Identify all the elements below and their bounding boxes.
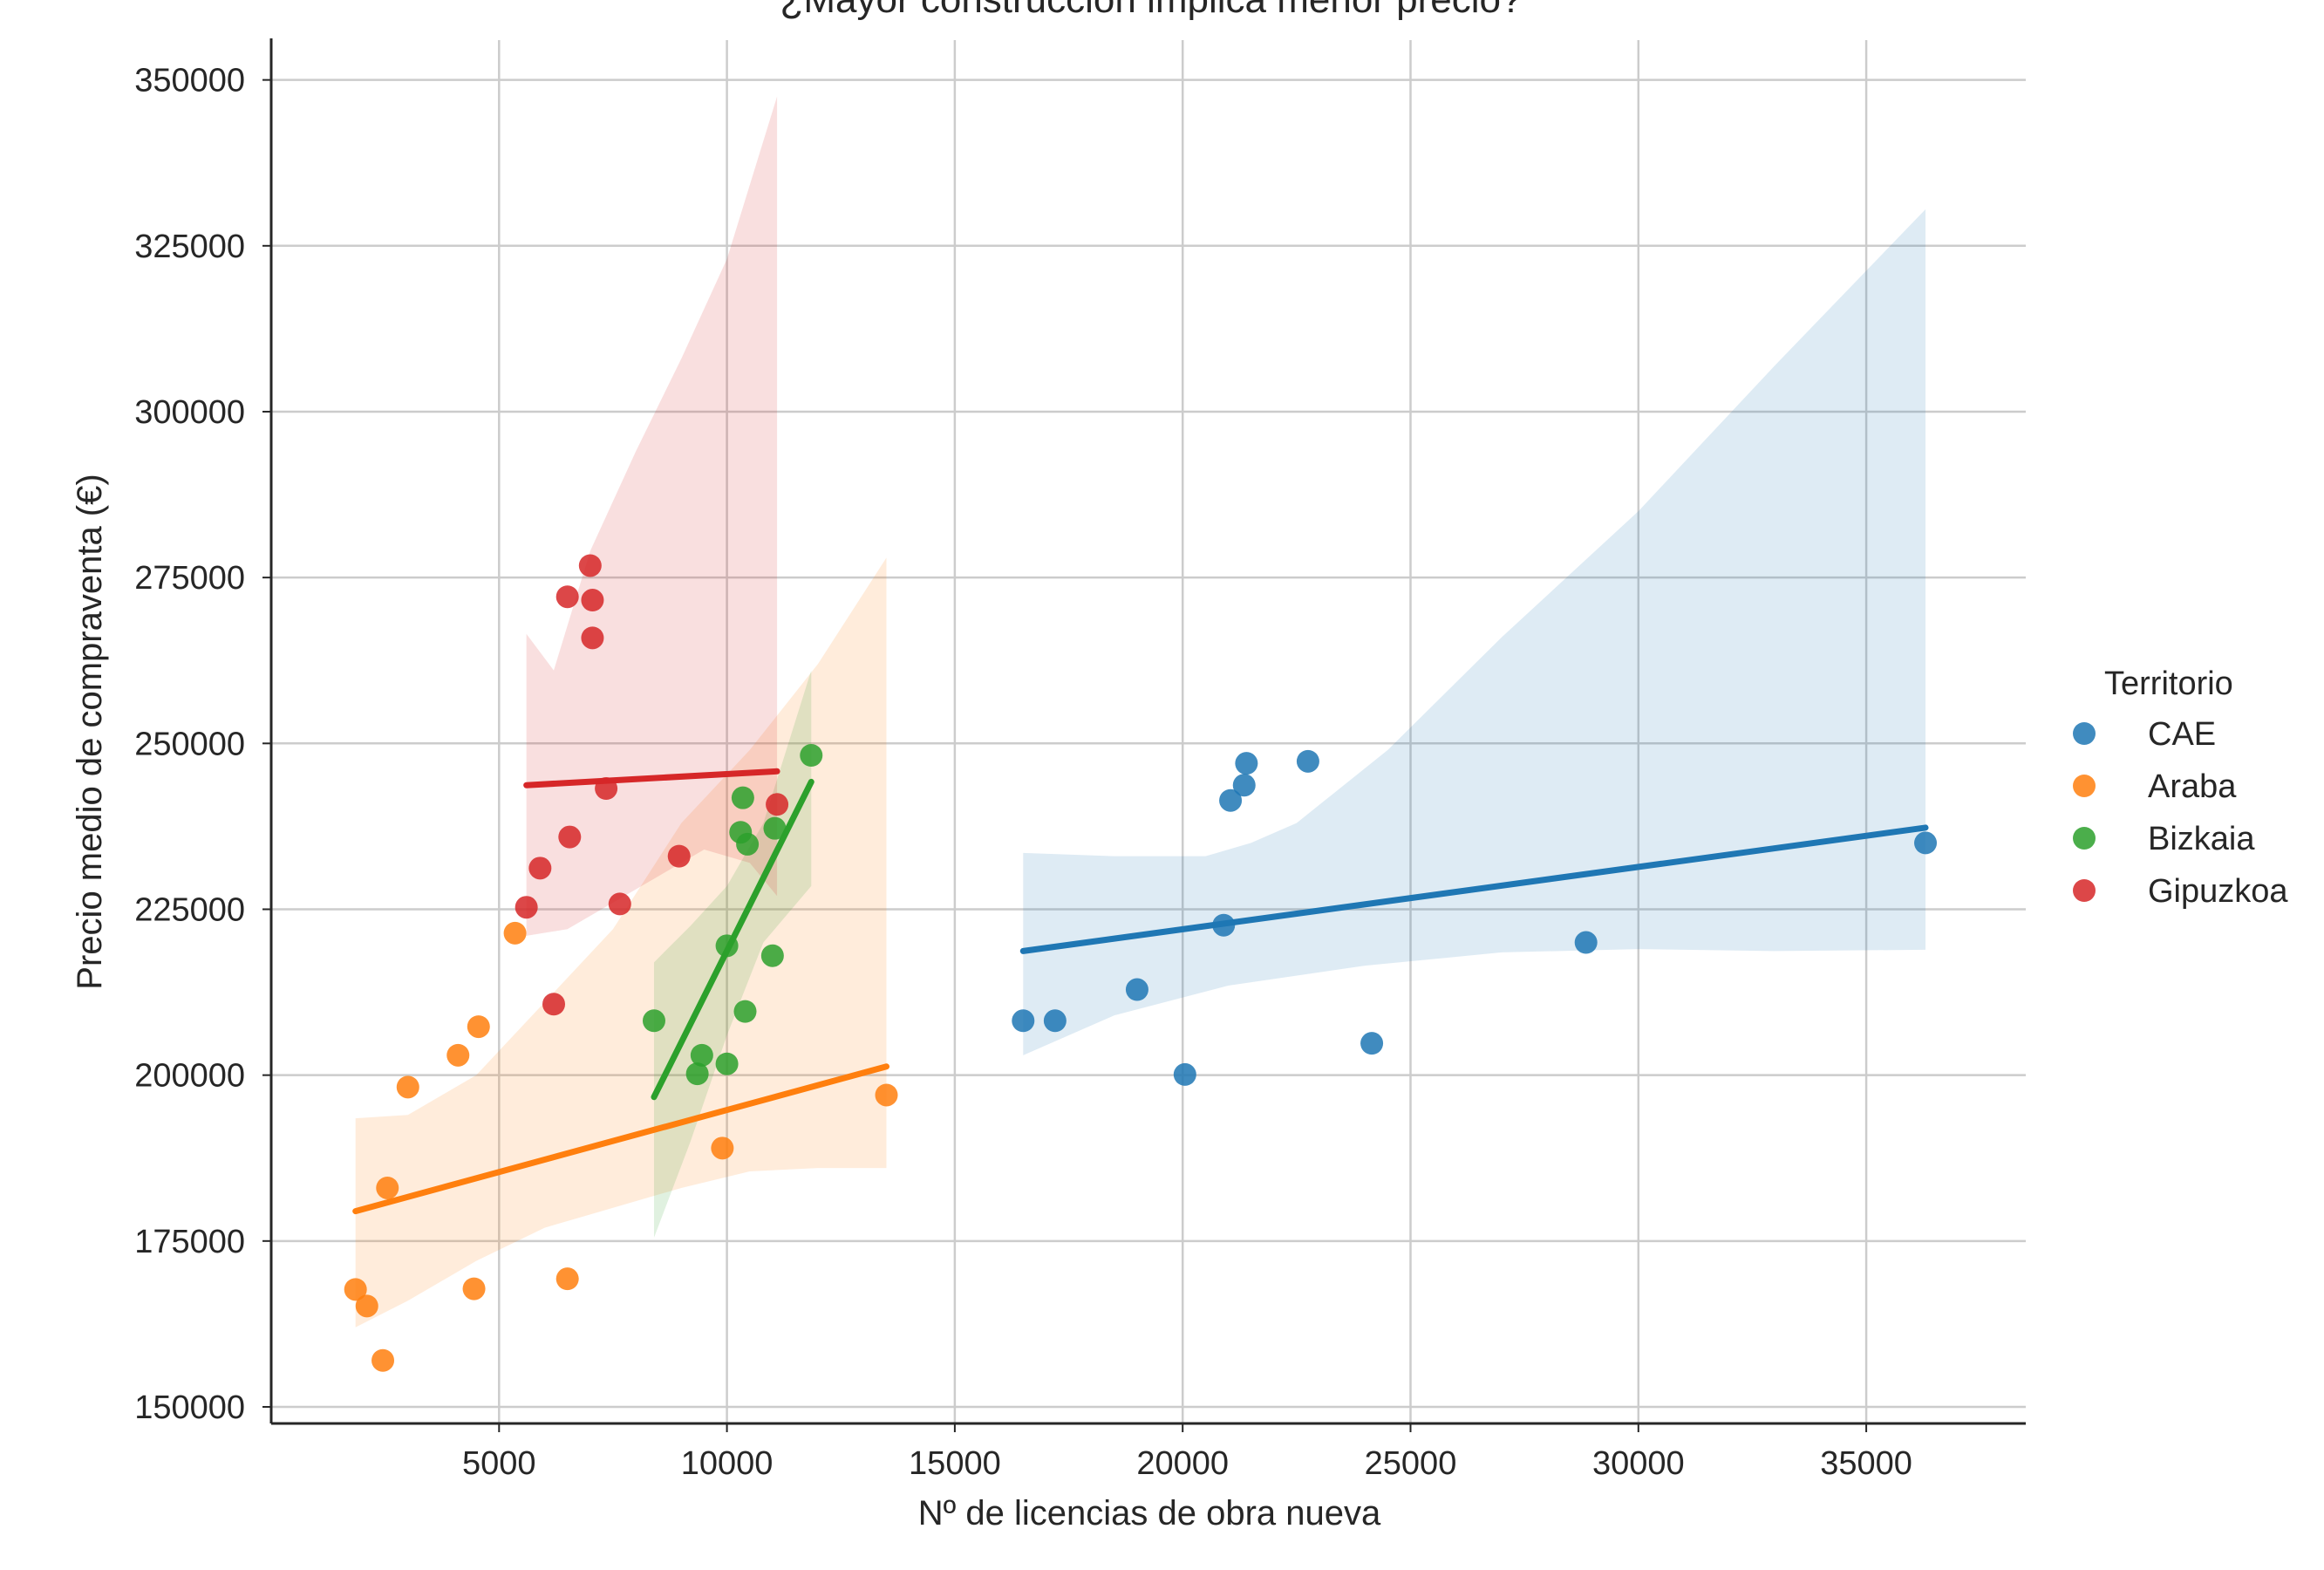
legend-label-bizkaia: Bizkaia bbox=[2148, 821, 2255, 857]
point-bizkaia bbox=[760, 944, 784, 967]
point-bizkaia bbox=[685, 1062, 709, 1086]
point-araba bbox=[875, 1083, 898, 1107]
point-araba bbox=[711, 1137, 734, 1160]
point-gipuzkoa bbox=[581, 626, 604, 650]
point-bizkaia bbox=[736, 832, 760, 856]
point-gipuzkoa bbox=[578, 554, 602, 577]
point-araba bbox=[371, 1348, 395, 1372]
legend-marker-cae bbox=[2073, 722, 2096, 745]
point-gipuzkoa bbox=[766, 793, 789, 816]
x-tick-labels: 5000 10000 15000 20000 25000 30000 35000 bbox=[462, 1445, 1912, 1482]
point-bizkaia bbox=[715, 1052, 739, 1075]
point-bizkaia bbox=[763, 816, 787, 840]
point-cae bbox=[1914, 831, 1938, 855]
x-tick-label: 35000 bbox=[1820, 1445, 1912, 1482]
x-tick-label: 10000 bbox=[681, 1445, 774, 1482]
point-cae bbox=[1173, 1062, 1196, 1086]
point-bizkaia bbox=[642, 1009, 665, 1033]
point-gipuzkoa bbox=[555, 585, 579, 609]
x-tick-label: 25000 bbox=[1365, 1445, 1457, 1482]
legend-label-cae: CAE bbox=[2148, 716, 2216, 753]
chart-title: ¿Mayor construcción implica menor precio… bbox=[780, 0, 1523, 21]
ci-band-gipuzkoa bbox=[526, 96, 778, 936]
point-cae bbox=[1232, 774, 1256, 797]
y-axis-label: Precio medio de compraventa (€) bbox=[71, 474, 109, 989]
point-araba bbox=[503, 921, 527, 945]
fit-line-gipuzkoa bbox=[523, 768, 780, 788]
point-cae bbox=[1219, 788, 1243, 812]
ci-band-cae bbox=[1023, 208, 1926, 1055]
y-tick-label: 200000 bbox=[134, 1058, 245, 1095]
point-cae bbox=[1125, 978, 1148, 1001]
ci-band-araba bbox=[355, 557, 887, 1328]
point-cae bbox=[1212, 913, 1236, 937]
legend-marker-gipuzkoa bbox=[2073, 879, 2096, 902]
point-cae bbox=[1012, 1009, 1035, 1033]
y-tick-label: 350000 bbox=[134, 63, 245, 99]
point-gipuzkoa bbox=[581, 589, 604, 612]
point-cae bbox=[1043, 1009, 1067, 1033]
legend: Territorio CAE Araba Bizkaia Gipuzkoa bbox=[2073, 666, 2288, 910]
y-tick-labels: 150000 175000 200000 225000 250000 275000 3000… bbox=[134, 63, 245, 1426]
point-bizkaia bbox=[715, 934, 739, 958]
regression-lines bbox=[352, 768, 1929, 1215]
y-tick-label: 150000 bbox=[134, 1389, 245, 1426]
point-cae bbox=[1574, 931, 1598, 954]
legend-title: Territorio bbox=[2104, 666, 2233, 702]
point-cae bbox=[1235, 752, 1258, 775]
point-araba bbox=[355, 1294, 378, 1318]
point-araba bbox=[555, 1267, 579, 1291]
y-tick-label: 175000 bbox=[134, 1224, 245, 1260]
point-bizkaia bbox=[731, 786, 754, 809]
point-bizkaia bbox=[800, 744, 823, 768]
y-tick-label: 225000 bbox=[134, 891, 245, 928]
grid bbox=[271, 40, 2026, 1423]
legend-marker-bizkaia bbox=[2073, 827, 2096, 850]
x-axis-label: Nº de licencias de obra nueva bbox=[918, 1494, 1381, 1532]
x-tick-label: 5000 bbox=[462, 1445, 536, 1482]
point-araba bbox=[344, 1278, 367, 1301]
x-tick-label: 20000 bbox=[1136, 1445, 1229, 1482]
point-bizkaia bbox=[690, 1043, 713, 1067]
point-cae bbox=[1296, 749, 1319, 773]
point-gipuzkoa bbox=[608, 892, 631, 916]
fit-line-cae bbox=[1019, 824, 1929, 954]
x-tick-label: 15000 bbox=[909, 1445, 1001, 1482]
data-points bbox=[344, 554, 1938, 1372]
y-tick-label: 300000 bbox=[134, 394, 245, 431]
legend-marker-araba bbox=[2073, 775, 2096, 797]
point-araba bbox=[396, 1075, 419, 1099]
point-bizkaia bbox=[733, 1000, 757, 1023]
point-gipuzkoa bbox=[667, 844, 691, 868]
fit-line-araba bbox=[352, 1063, 890, 1215]
y-tick-label: 250000 bbox=[134, 726, 245, 762]
point-cae bbox=[1360, 1032, 1384, 1055]
legend-label-gipuzkoa: Gipuzkoa bbox=[2148, 873, 2288, 910]
point-gipuzkoa bbox=[515, 896, 538, 919]
point-gipuzkoa bbox=[558, 825, 582, 849]
y-tick-label: 325000 bbox=[134, 229, 245, 265]
x-tick-label: 30000 bbox=[1592, 1445, 1685, 1482]
point-gipuzkoa bbox=[528, 857, 552, 880]
point-gipuzkoa bbox=[595, 777, 618, 801]
point-gipuzkoa bbox=[542, 993, 566, 1016]
point-araba bbox=[376, 1176, 399, 1199]
point-araba bbox=[446, 1043, 470, 1067]
confidence-bands bbox=[355, 96, 1926, 1328]
point-araba bbox=[462, 1277, 486, 1300]
y-tick-label: 275000 bbox=[134, 560, 245, 597]
point-araba bbox=[467, 1015, 490, 1039]
legend-label-araba: Araba bbox=[2148, 768, 2237, 805]
axes bbox=[262, 38, 2026, 1432]
